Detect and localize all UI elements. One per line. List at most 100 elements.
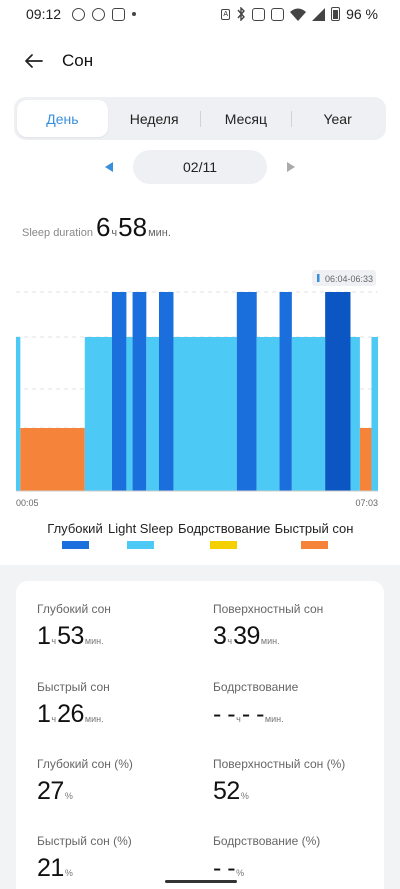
legend-rem: Быстрый сон xyxy=(272,521,356,549)
stat-value-hours: 3 xyxy=(213,622,227,650)
stat-unit: ч xyxy=(51,714,57,724)
stat-value: 52 % xyxy=(213,777,345,806)
current-date: 02/11 xyxy=(183,159,217,175)
bar-light-sleep[interactable] xyxy=(256,337,280,491)
stats-card: Глубокий сон 1 ч 53 мин. Поверхностный с… xyxy=(16,581,384,889)
prev-date-button[interactable] xyxy=(99,157,119,177)
stat-unit: % xyxy=(240,791,249,801)
legend-label: Глубокий xyxy=(47,521,103,536)
stat-unit: % xyxy=(236,868,245,878)
bar-light-sleep[interactable] xyxy=(84,337,112,491)
date-navigator: 02/11 xyxy=(0,150,400,184)
bar-deep-sleep[interactable] xyxy=(158,292,174,491)
legend-swatch-rem xyxy=(300,541,328,549)
hours-unit: ч xyxy=(111,227,118,239)
stat-unit: ч xyxy=(51,636,57,646)
status-right: A 96 % xyxy=(221,6,378,22)
tab-label: День xyxy=(46,110,79,127)
bar-light-sleep[interactable] xyxy=(371,337,378,491)
stat-value-hours: 1 xyxy=(37,622,51,650)
stat-label: Бодрствование (%) xyxy=(213,834,321,848)
bar-light-sleep[interactable] xyxy=(350,337,360,491)
stat-value: - - % xyxy=(213,854,320,883)
sleep-duration-hours: 6 xyxy=(95,212,111,242)
legend-awake: Бодрствование xyxy=(178,521,271,549)
back-button[interactable] xyxy=(14,41,54,81)
range-tooltip: 06:04-06:33 xyxy=(312,270,376,286)
tab-day[interactable]: День xyxy=(17,100,108,137)
legend-light: Light Sleep xyxy=(108,521,174,549)
tab-week[interactable]: Неделя xyxy=(109,100,200,137)
sleep-duration-label: Sleep duration xyxy=(22,227,93,239)
dot-icon xyxy=(132,12,137,16)
stat-value-percent: 52 xyxy=(213,777,240,805)
legend-deep: Глубокий xyxy=(43,521,107,549)
bar-light-sleep[interactable] xyxy=(146,337,159,491)
stat-value-minutes: 53 xyxy=(57,622,84,650)
bar-light-sleep[interactable] xyxy=(173,337,237,491)
stat-value-minutes: 39 xyxy=(233,622,260,650)
stat-label: Поверхностный сон (%) xyxy=(213,757,346,771)
legend-swatch-light xyxy=(126,541,154,549)
stat-label: Глубокий сон (%) xyxy=(37,757,133,771)
stat-rem-sleep-percent: Быстрый сон (%) 21 % xyxy=(37,834,132,883)
stat-value-hours: 1 xyxy=(37,700,51,728)
minutes-unit: мин. xyxy=(148,227,171,239)
stat-unit: % xyxy=(64,868,73,878)
stat-value-percent: - - xyxy=(213,854,236,882)
tab-month[interactable]: Месяц xyxy=(201,100,292,137)
stat-value: 3 ч 39 мин. xyxy=(213,622,323,651)
battery-percent: 96 % xyxy=(346,6,378,22)
chart-legend: Глубокий Light Sleep Бодрствование Быстр… xyxy=(0,521,400,557)
legend-label: Быстрый сон xyxy=(274,521,354,536)
stat-unit: ч xyxy=(227,636,233,646)
battery-icon xyxy=(331,7,341,21)
bar-deep-sleep[interactable] xyxy=(111,292,127,491)
home-indicator[interactable] xyxy=(165,880,237,883)
end-time-label: 07:03 xyxy=(355,498,378,508)
next-date-button[interactable] xyxy=(281,157,301,177)
stat-label: Глубокий сон xyxy=(37,602,111,616)
tab-label: Неделя xyxy=(129,110,179,127)
stat-unit: мин. xyxy=(260,636,280,646)
tab-year[interactable]: Year xyxy=(292,100,383,137)
signal-icon xyxy=(312,7,326,21)
bar-deep-sleep[interactable] xyxy=(236,292,257,491)
page-title: Сон xyxy=(62,51,94,70)
stat-value: - - ч - - мин. xyxy=(213,700,298,729)
triangle-right-icon xyxy=(287,162,295,172)
arrow-left-icon xyxy=(25,54,43,68)
sleep-chart-svg: 06:04-06:33 00:05 07:03 xyxy=(16,270,378,508)
start-time-label: 00:05 xyxy=(16,498,39,508)
sleep-duration-minutes: 58 xyxy=(118,212,148,242)
legend-label: Light Sleep xyxy=(108,521,174,536)
bar-deep-sleep[interactable] xyxy=(132,292,147,491)
stat-value: 21 % xyxy=(37,854,132,883)
bar-light-sleep[interactable] xyxy=(126,337,133,491)
stat-label: Поверхностный сон xyxy=(213,602,324,616)
bluetooth-icon xyxy=(237,7,246,21)
stat-value-percent: 21 xyxy=(37,854,64,882)
stat-value: 27 % xyxy=(37,777,133,806)
stat-label: Быстрый сон xyxy=(37,680,110,694)
stat-light-sleep: Поверхностный сон 3 ч 39 мин. xyxy=(213,602,323,651)
bar-deep-sleep[interactable] xyxy=(279,292,292,491)
sleep-stage-chart[interactable]: 06:04-06:33 00:05 07:03 xyxy=(16,262,386,512)
auto-icon: A xyxy=(221,8,231,20)
triangle-left-icon xyxy=(105,162,113,172)
tooltip-box xyxy=(312,270,376,286)
bar-deep-sleep[interactable] xyxy=(325,292,351,491)
date-selector[interactable]: 02/11 xyxy=(133,150,267,184)
bar-light-sleep[interactable] xyxy=(291,337,326,491)
bar-rem-sleep[interactable] xyxy=(359,428,372,491)
bar-light-sleep[interactable] xyxy=(16,337,21,491)
stat-value-percent: 27 xyxy=(37,777,64,805)
legend-swatch-awake xyxy=(209,541,237,549)
bar-rem-sleep[interactable] xyxy=(20,428,85,491)
status-bar: 09:12 A 96 % xyxy=(0,0,400,28)
watch-icon xyxy=(112,7,126,21)
stat-awake: Бодрствование - - ч - - мин. xyxy=(213,680,298,729)
stat-label: Быстрый сон (%) xyxy=(37,834,132,848)
legend-label: Бодрствование xyxy=(178,521,271,536)
tab-label: Месяц xyxy=(224,110,267,127)
